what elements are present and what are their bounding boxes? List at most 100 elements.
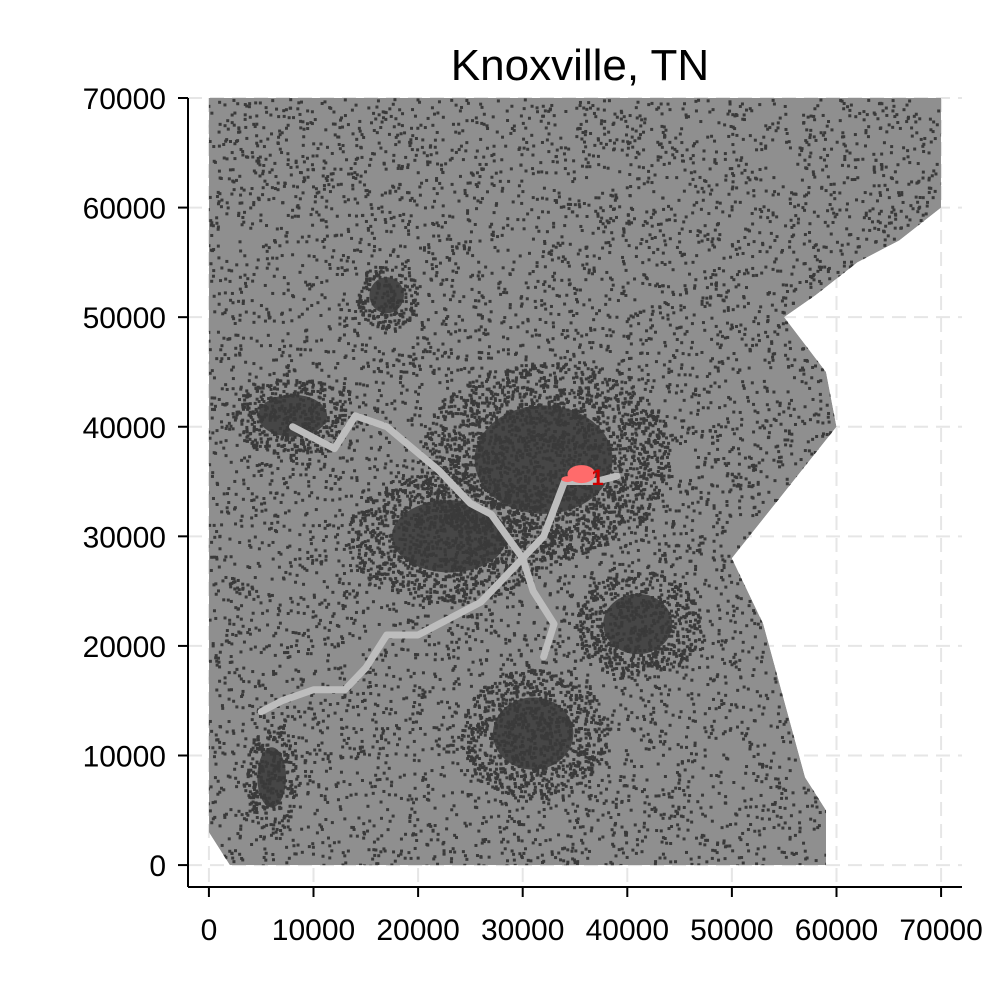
developed-pixel bbox=[440, 354, 444, 358]
developed-pixel bbox=[624, 238, 628, 242]
developed-pixel bbox=[842, 541, 846, 545]
developed-pixel bbox=[583, 706, 587, 710]
developed-pixel bbox=[288, 544, 292, 548]
developed-pixel bbox=[821, 168, 825, 172]
developed-pixel bbox=[271, 715, 275, 719]
developed-pixel bbox=[189, 228, 192, 231]
developed-pixel bbox=[678, 479, 682, 483]
developed-pixel bbox=[418, 367, 422, 371]
developed-pixel bbox=[434, 739, 438, 743]
developed-pixel bbox=[228, 140, 232, 144]
developed-pixel bbox=[442, 794, 446, 798]
developed-pixel bbox=[913, 302, 917, 306]
developed-pixel bbox=[286, 158, 290, 162]
developed-pixel bbox=[342, 333, 346, 337]
developed-pixel bbox=[847, 737, 851, 741]
developed-pixel bbox=[254, 880, 257, 883]
developed-pixel bbox=[607, 240, 611, 244]
developed-pixel bbox=[409, 619, 413, 623]
developed-pixel bbox=[448, 257, 452, 261]
developed-pixel bbox=[750, 742, 754, 746]
developed-pixel bbox=[208, 140, 212, 144]
developed-pixel bbox=[553, 353, 557, 357]
developed-pixel bbox=[273, 161, 277, 165]
developed-pixel bbox=[626, 714, 630, 718]
developed-pixel bbox=[505, 826, 509, 830]
developed-pixel bbox=[204, 221, 207, 224]
developed-pixel bbox=[523, 634, 527, 638]
developed-pixel bbox=[828, 605, 832, 609]
developed-pixel bbox=[825, 739, 829, 743]
developed-pixel bbox=[320, 368, 324, 372]
developed-pixel bbox=[347, 213, 351, 217]
developed-pixel bbox=[341, 393, 345, 397]
developed-pixel bbox=[790, 432, 794, 436]
developed-pixel bbox=[898, 407, 902, 411]
developed-pixel bbox=[671, 804, 675, 808]
developed-pixel bbox=[360, 739, 364, 743]
developed-pixel bbox=[345, 741, 349, 745]
developed-pixel bbox=[614, 797, 618, 801]
developed-pixel bbox=[493, 798, 497, 802]
developed-pixel bbox=[581, 825, 585, 829]
developed-pixel bbox=[475, 207, 479, 211]
developed-pixel bbox=[746, 228, 750, 232]
developed-pixel bbox=[571, 593, 575, 597]
developed-pixel bbox=[818, 483, 822, 487]
developed-pixel bbox=[824, 164, 828, 168]
developed-pixel bbox=[416, 615, 420, 619]
developed-pixel bbox=[381, 658, 385, 662]
developed-pixel bbox=[382, 771, 386, 775]
developed-pixel bbox=[847, 462, 851, 466]
developed-pixel bbox=[750, 464, 754, 468]
developed-pixel bbox=[568, 819, 572, 823]
developed-pixel bbox=[408, 198, 412, 202]
developed-pixel bbox=[621, 485, 625, 489]
developed-pixel bbox=[290, 215, 294, 219]
developed-pixel bbox=[250, 516, 254, 520]
developed-pixel bbox=[660, 112, 664, 116]
developed-pixel bbox=[422, 246, 426, 250]
developed-pixel bbox=[312, 283, 316, 287]
developed-pixel bbox=[226, 127, 230, 131]
developed-pixel bbox=[257, 469, 261, 473]
developed-pixel bbox=[630, 221, 634, 225]
developed-pixel bbox=[765, 250, 769, 254]
developed-pixel bbox=[920, 476, 924, 480]
developed-pixel bbox=[716, 447, 720, 451]
developed-pixel bbox=[196, 459, 199, 462]
developed-pixel bbox=[306, 782, 310, 786]
developed-pixel bbox=[210, 729, 214, 733]
developed-pixel bbox=[434, 478, 438, 482]
developed-pixel bbox=[935, 162, 939, 166]
developed-pixel bbox=[520, 541, 524, 545]
developed-pixel bbox=[723, 730, 727, 734]
developed-pixel bbox=[348, 699, 352, 703]
developed-pixel bbox=[915, 866, 918, 869]
developed-pixel bbox=[420, 382, 424, 386]
developed-pixel bbox=[954, 467, 957, 470]
developed-pixel bbox=[243, 103, 247, 107]
developed-pixel bbox=[649, 326, 653, 330]
developed-pixel bbox=[212, 609, 216, 613]
developed-pixel bbox=[718, 871, 721, 874]
developed-pixel bbox=[394, 475, 398, 479]
developed-pixel bbox=[807, 449, 811, 453]
developed-pixel bbox=[828, 778, 832, 782]
developed-pixel bbox=[430, 769, 434, 773]
developed-pixel bbox=[372, 848, 376, 852]
developed-pixel bbox=[803, 627, 807, 631]
developed-pixel bbox=[236, 333, 240, 337]
developed-pixel bbox=[302, 176, 306, 180]
developed-pixel bbox=[864, 684, 868, 688]
developed-pixel bbox=[891, 340, 895, 344]
developed-pixel bbox=[717, 791, 721, 795]
developed-pixel bbox=[685, 665, 689, 669]
developed-pixel bbox=[859, 818, 863, 822]
developed-pixel bbox=[412, 801, 416, 805]
developed-pixel bbox=[517, 612, 521, 616]
developed-pixel bbox=[425, 842, 429, 846]
developed-pixel bbox=[464, 824, 468, 828]
developed-pixel bbox=[730, 448, 734, 452]
developed-pixel bbox=[700, 299, 704, 303]
